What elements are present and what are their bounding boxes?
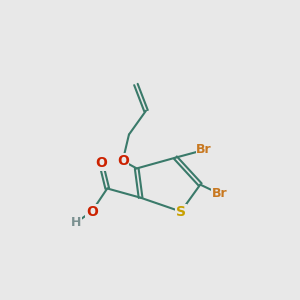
Text: Br: Br	[196, 143, 212, 157]
Text: Br: Br	[212, 187, 227, 200]
Text: H: H	[71, 216, 81, 229]
Text: O: O	[117, 154, 129, 168]
Text: O: O	[86, 205, 98, 219]
Text: S: S	[176, 205, 186, 219]
Text: O: O	[95, 156, 107, 170]
